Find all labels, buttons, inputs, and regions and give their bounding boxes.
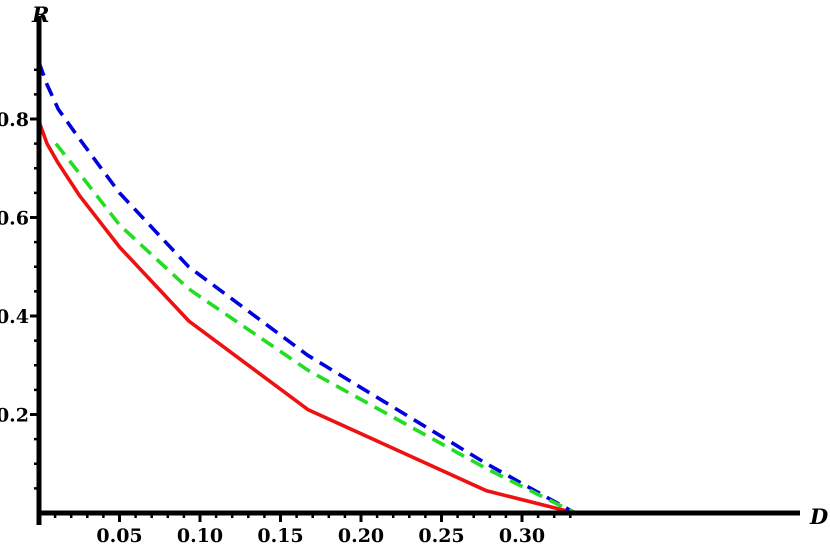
y-tick-label-0.4: 0.4	[0, 306, 29, 328]
series-layer	[37, 61, 576, 515]
y-tick-label-0.2: 0.2	[0, 405, 29, 427]
y-axis-label: R	[31, 2, 49, 27]
x-tick-label-0.20: 0.20	[338, 525, 384, 547]
axes-layer: 0.05 0.10 0.15 0.20 0.25 0.30 0.2 0.4 0.6 0.8	[0, 16, 800, 547]
y-tick-label-0.8: 0.8	[0, 109, 29, 131]
x-tick-label-0.30: 0.30	[499, 525, 545, 547]
series-line-2	[37, 61, 576, 515]
x-tick-label-0.05: 0.05	[96, 525, 142, 547]
x-tick-label-0.25: 0.25	[418, 525, 464, 547]
series-line-1	[37, 120, 576, 515]
x-tick-label-0.15: 0.15	[257, 525, 303, 547]
x-axis-label: D	[809, 504, 829, 529]
series-line-3	[54, 142, 576, 515]
x-tick-label-0.10: 0.10	[177, 525, 223, 547]
y-tick-label-0.6: 0.6	[0, 208, 29, 230]
